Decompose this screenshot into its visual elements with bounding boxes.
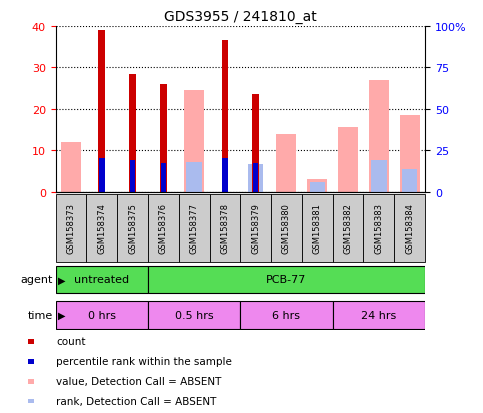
Bar: [369, 81, 389, 192]
Bar: [61, 142, 81, 192]
Bar: [338, 128, 358, 192]
Bar: [56, 266, 148, 294]
Text: GSM158378: GSM158378: [220, 203, 229, 254]
Text: GSM158383: GSM158383: [374, 203, 384, 254]
Bar: [160, 85, 167, 192]
Text: GSM158380: GSM158380: [282, 203, 291, 254]
Text: 0 hrs: 0 hrs: [88, 310, 116, 320]
Bar: [86, 194, 117, 262]
Text: GSM158375: GSM158375: [128, 203, 137, 254]
Text: time: time: [28, 310, 53, 320]
Bar: [56, 194, 86, 262]
Text: 6 hrs: 6 hrs: [272, 310, 300, 320]
Bar: [184, 91, 204, 192]
Text: GSM158381: GSM158381: [313, 203, 322, 254]
Bar: [186, 162, 202, 192]
Bar: [240, 301, 333, 329]
Text: GSM158373: GSM158373: [67, 203, 75, 254]
Bar: [371, 161, 386, 192]
Bar: [56, 301, 148, 329]
Bar: [271, 194, 302, 262]
Bar: [129, 74, 136, 192]
Bar: [130, 161, 135, 192]
Bar: [28, 339, 34, 344]
Bar: [302, 194, 333, 262]
Bar: [252, 95, 259, 192]
Text: agent: agent: [21, 275, 53, 285]
Bar: [99, 31, 105, 192]
Text: GSM158384: GSM158384: [405, 203, 414, 254]
Bar: [117, 194, 148, 262]
Bar: [402, 170, 417, 192]
Bar: [222, 158, 227, 192]
Text: rank, Detection Call = ABSENT: rank, Detection Call = ABSENT: [56, 396, 216, 406]
Text: value, Detection Call = ABSENT: value, Detection Call = ABSENT: [56, 376, 221, 386]
Bar: [310, 183, 325, 192]
Bar: [276, 134, 297, 192]
Bar: [333, 194, 364, 262]
Text: 24 hrs: 24 hrs: [361, 310, 397, 320]
Bar: [253, 164, 258, 192]
Bar: [394, 194, 425, 262]
Bar: [148, 301, 241, 329]
Text: untreated: untreated: [74, 275, 129, 285]
Bar: [28, 399, 34, 404]
Text: PCB-77: PCB-77: [266, 275, 307, 285]
Bar: [222, 41, 228, 192]
Text: GSM158374: GSM158374: [97, 203, 106, 254]
Bar: [399, 116, 420, 192]
Text: ▶: ▶: [58, 310, 66, 320]
Text: 0.5 hrs: 0.5 hrs: [175, 310, 213, 320]
Text: GSM158382: GSM158382: [343, 203, 353, 254]
Bar: [179, 194, 210, 262]
Text: percentile rank within the sample: percentile rank within the sample: [56, 356, 232, 366]
Text: ▶: ▶: [58, 275, 66, 285]
Bar: [210, 194, 240, 262]
Bar: [364, 194, 394, 262]
Text: GSM158376: GSM158376: [159, 203, 168, 254]
Text: GSM158379: GSM158379: [251, 203, 260, 254]
Bar: [99, 158, 104, 192]
Bar: [333, 301, 425, 329]
Bar: [248, 165, 263, 192]
Bar: [160, 163, 166, 192]
Bar: [307, 180, 327, 192]
Bar: [28, 359, 34, 364]
Bar: [240, 194, 271, 262]
Text: count: count: [56, 337, 85, 347]
Bar: [148, 266, 425, 294]
Bar: [148, 194, 179, 262]
Title: GDS3955 / 241810_at: GDS3955 / 241810_at: [164, 10, 317, 24]
Text: GSM158377: GSM158377: [190, 203, 199, 254]
Bar: [28, 379, 34, 384]
